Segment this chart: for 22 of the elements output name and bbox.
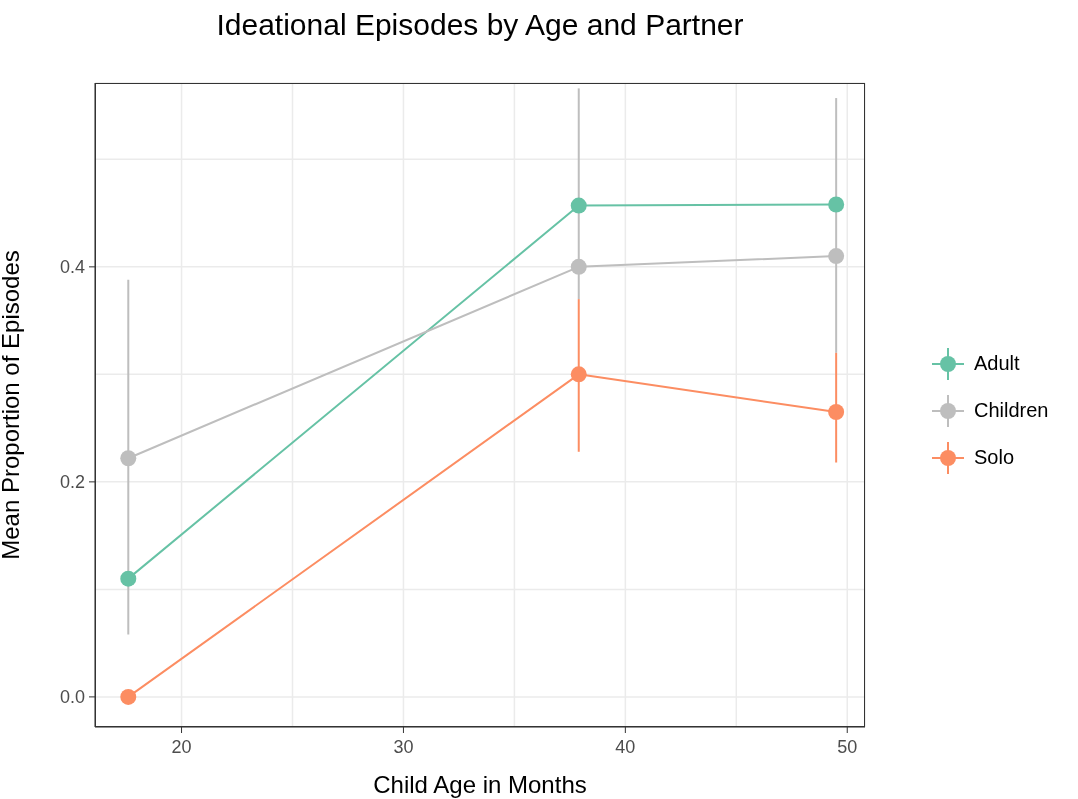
point	[120, 450, 137, 467]
x-tick-label: 50	[837, 737, 858, 757]
point	[828, 196, 845, 213]
point	[570, 197, 587, 214]
point	[570, 366, 587, 383]
x-axis-title: Child Age in Months	[373, 771, 587, 798]
point	[570, 258, 587, 275]
x-tick-label: 30	[393, 737, 414, 757]
point	[120, 570, 137, 587]
y-tick-label: 0.2	[59, 471, 85, 492]
chart-title: Ideational Episodes by Age and Partner	[215, 8, 745, 42]
x-tick-label: 40	[615, 737, 636, 757]
y-axis-title: Mean Proportion of Episodes	[0, 250, 24, 560]
y-tick-label: 0.0	[59, 686, 85, 707]
point	[828, 248, 845, 265]
y-tick-label: 0.4	[59, 256, 85, 277]
point	[120, 688, 137, 705]
legend-label: Children	[974, 399, 1049, 422]
point	[828, 403, 845, 420]
x-tick-label: 20	[171, 737, 192, 757]
legend-label: Adult	[974, 352, 1020, 375]
legend-label: Solo	[974, 446, 1015, 469]
